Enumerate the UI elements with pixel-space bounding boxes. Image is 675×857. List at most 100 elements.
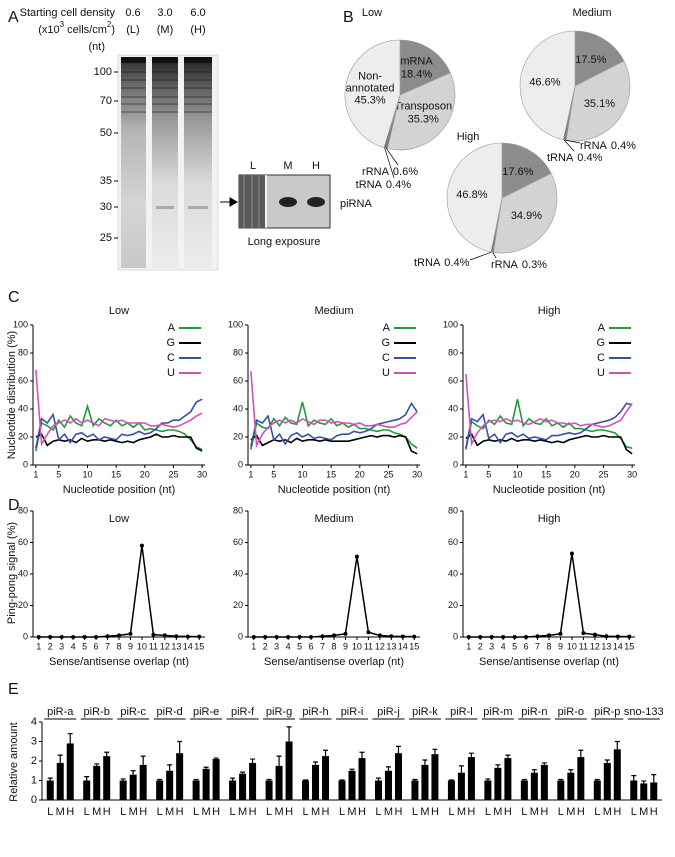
slice-value: 46.8% [456, 189, 487, 201]
series-line [253, 556, 415, 638]
bar [557, 780, 565, 800]
point [332, 633, 336, 638]
error-bar [375, 777, 381, 781]
group-label: piR-j [377, 706, 400, 718]
point [105, 634, 110, 639]
bar-label: L [84, 806, 90, 818]
x-tick-label: 14 [183, 641, 193, 651]
y-tick-label: 0 [238, 459, 243, 469]
slice-value: 45.3% [354, 94, 385, 106]
bar-label: M [274, 806, 283, 818]
y-tick-label: 80 [18, 347, 28, 357]
x-tick-label: 5 [512, 641, 517, 651]
error-bar [541, 762, 547, 765]
point [59, 635, 64, 639]
slice-label: tRNA 0.4% [356, 179, 412, 191]
x-tick-label: 7 [320, 641, 325, 651]
series-line [250, 401, 418, 450]
inset-lane: M [283, 160, 292, 172]
bar [322, 756, 330, 800]
inset-lane: L [250, 160, 256, 172]
bar [593, 780, 601, 800]
panel-letter: A [8, 9, 19, 26]
y-tick-label: 80 [448, 347, 458, 357]
slice-value: 0.6% [393, 166, 418, 178]
error-bar [448, 779, 454, 781]
group-label: piR-d [156, 706, 182, 718]
bar-label: L [375, 806, 381, 818]
bar [567, 772, 575, 800]
y-tick-label: 80 [233, 505, 243, 515]
x-tick-label: 15 [111, 469, 121, 479]
bar-label: M [347, 806, 356, 818]
point [535, 634, 540, 639]
bar [467, 757, 475, 800]
size-marker: 50 [100, 127, 112, 139]
error-bar [104, 751, 110, 757]
x-tick-label: 9 [343, 641, 348, 651]
error-bar [303, 779, 309, 781]
point [366, 630, 371, 635]
point [478, 635, 483, 639]
point [592, 632, 597, 637]
group-label: piR-l [450, 706, 473, 718]
error-bar [130, 770, 136, 775]
error-bar [313, 761, 319, 765]
y-tick-label: 100 [443, 319, 458, 329]
gel [117, 54, 331, 271]
error-bar [521, 778, 527, 781]
bar-label: H [613, 806, 621, 818]
y-tick-label: 60 [233, 537, 243, 547]
slice-label: tRNA 0.4% [414, 257, 470, 269]
x-tick-label: 15 [194, 641, 204, 651]
bar [374, 780, 382, 800]
bar [103, 756, 111, 800]
point [558, 631, 563, 636]
error-bar [140, 755, 146, 765]
point [354, 554, 359, 559]
bar [484, 780, 492, 800]
slice-value: 0.4% [444, 257, 469, 269]
size-marker: 70 [100, 95, 112, 107]
bar [603, 762, 611, 800]
bar-label: M [493, 806, 502, 818]
size-marker: 30 [100, 201, 112, 213]
error-bar [614, 740, 620, 750]
error-bar [458, 765, 464, 773]
point [128, 631, 133, 636]
inset-lane: H [312, 160, 320, 172]
leader-line [384, 147, 395, 179]
bar-label: M [384, 806, 393, 818]
bar [202, 768, 210, 800]
lane-code: (H) [190, 24, 205, 36]
error-bar [84, 776, 90, 781]
point [117, 633, 121, 638]
y-tick-label: 20 [18, 431, 28, 441]
legend-label: U [167, 367, 175, 379]
bar-label: L [631, 806, 637, 818]
x-tick-label: 11 [149, 641, 158, 651]
lane-code: (M) [157, 24, 174, 36]
chart-title: Medium [314, 305, 353, 317]
bar [93, 765, 101, 800]
x-tick-label: 15 [541, 469, 551, 479]
error-bar [395, 745, 401, 754]
point [274, 635, 279, 639]
slice-value: 0.4% [611, 140, 636, 152]
text-line: Non- [358, 70, 382, 82]
bar [348, 770, 356, 800]
lane-density: 3.0 [157, 7, 172, 19]
x-axis-label: Nucleotide position (nt) [278, 484, 391, 496]
error-bar [558, 778, 564, 781]
series-line [250, 434, 418, 455]
bar [411, 780, 419, 800]
y-tick-label: 40 [18, 568, 28, 578]
bar-label: M [311, 806, 320, 818]
bar [504, 758, 512, 800]
y-tick-label: 0 [238, 631, 243, 641]
slice-category: tRNA [414, 257, 441, 269]
x-tick-label: 5 [297, 641, 302, 651]
point [251, 635, 256, 639]
bar [129, 774, 137, 800]
x-tick-label: 11 [579, 641, 588, 651]
